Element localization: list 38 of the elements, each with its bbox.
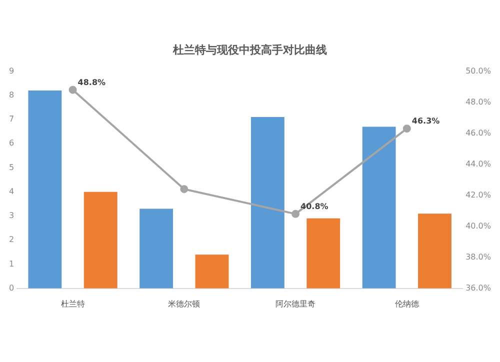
y2-tick-label: 40.0% (466, 221, 492, 230)
x-tick-label: 米德尔顿 (168, 299, 200, 308)
chart-title: 杜兰特与现役中投高手对比曲线 (172, 43, 327, 56)
bar (195, 254, 229, 288)
bar (140, 208, 174, 288)
y-tick-label: 0 (8, 283, 14, 292)
y-tick-label: 6 (8, 138, 14, 148)
x-tick-label: 伦纳德 (394, 299, 419, 308)
y-tick-label: 9 (8, 66, 14, 76)
y-tick-label: 1 (8, 259, 14, 268)
bar (250, 117, 284, 288)
y2-tick-label: 48.0% (466, 97, 492, 106)
y-tick-label: 4 (8, 186, 14, 196)
y2-tick-label: 50.0% (466, 66, 492, 76)
y-tick-label: 2 (8, 235, 14, 244)
point (180, 185, 188, 194)
y2-tick-label: 36.0% (466, 283, 492, 292)
y2-tick-label: 42.0% (466, 190, 492, 200)
bar (28, 90, 62, 288)
bar (306, 218, 340, 288)
y-tick-label: 3 (8, 211, 14, 220)
bar (362, 126, 396, 288)
data-label: 46.3% (412, 116, 440, 126)
x-tick-label: 杜兰特 (60, 299, 85, 308)
y2-tick-label: 46.0% (466, 128, 492, 138)
bar (84, 192, 118, 288)
y-tick-label: 7 (8, 114, 14, 124)
y-tick-label: 8 (8, 90, 14, 100)
point (402, 124, 411, 133)
bar (418, 214, 452, 288)
y-tick-label: 5 (8, 162, 14, 172)
data-label: 48.8% (78, 78, 106, 87)
point (292, 210, 300, 218)
y2-tick-label: 44.0% (466, 159, 492, 168)
x-tick-label: 阿尔德里奇 (276, 299, 316, 308)
point (68, 86, 77, 94)
data-label: 40.8% (300, 202, 328, 212)
y2-tick-label: 38.0% (466, 252, 492, 262)
